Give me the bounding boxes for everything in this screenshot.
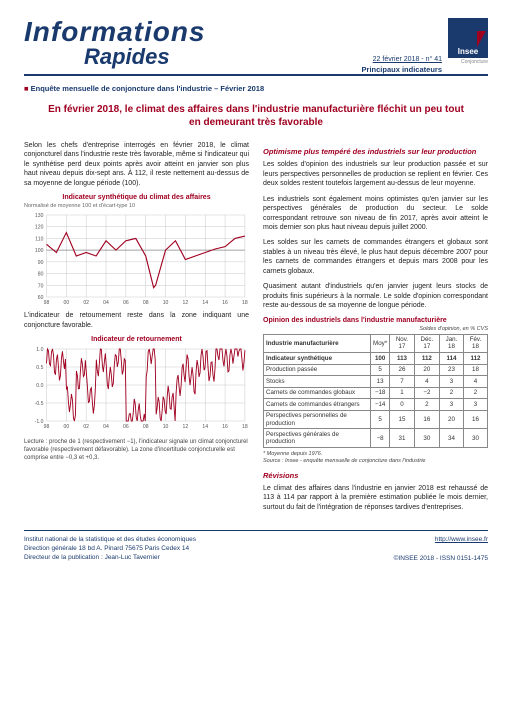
table-row: Carnets de commandes globaux−181−222 <box>264 387 488 398</box>
svg-text:06: 06 <box>123 300 129 306</box>
sec1-p4: Quasiment autant d'industriels qu'en jan… <box>263 282 488 310</box>
svg-text:06: 06 <box>123 424 129 430</box>
svg-text:1.0: 1.0 <box>36 347 43 353</box>
svg-text:04: 04 <box>103 424 109 430</box>
table-title: Opinion des industriels dans l'industrie… <box>263 317 488 324</box>
survey-line: Enquête mensuelle de conjoncture dans l'… <box>24 84 488 93</box>
table-footnote-2: Source : Insee - enquête mensuelle de co… <box>263 458 488 465</box>
svg-text:18: 18 <box>242 424 248 430</box>
svg-text:00: 00 <box>63 300 69 306</box>
svg-text:10: 10 <box>163 300 169 306</box>
footer: Institut national de la statistique et d… <box>24 530 488 563</box>
svg-text:16: 16 <box>222 300 228 306</box>
table-row: Perspectives personnelles de production5… <box>264 410 488 429</box>
left-para-1: Selon les chefs d'entreprise interrogés … <box>24 141 249 188</box>
insee-logo-icon: Insee <box>448 18 488 58</box>
chart2-title: Indicateur de retournement <box>24 336 249 343</box>
svg-text:16: 16 <box>222 424 228 430</box>
svg-text:-0.5: -0.5 <box>35 401 44 407</box>
table-footnote-1: * Moyenne depuis 1976. <box>263 451 488 458</box>
sec1-title: Optimisme plus tempéré des industriels s… <box>263 147 488 156</box>
issue-date: 22 février 2018 - n° 41 <box>362 56 442 63</box>
chart1-title: Indicateur synthétique du climat des aff… <box>24 194 249 201</box>
footer-director: Directeur de la publication : Jean-Luc T… <box>24 553 196 562</box>
table-row: Indicateur synthétique100113112114112 <box>264 353 488 364</box>
svg-text:14: 14 <box>202 300 208 306</box>
header-right: 22 février 2018 - n° 41 Principaux indic… <box>362 18 488 74</box>
chart2-note: Lecture : proche de 1 (respectivement −1… <box>24 439 249 462</box>
svg-text:0.0: 0.0 <box>36 383 43 389</box>
right-column: Optimisme plus tempéré des industriels s… <box>263 141 488 518</box>
svg-text:70: 70 <box>38 284 44 290</box>
table-row: Stocks137434 <box>264 376 488 387</box>
table-row: Production passée526202318 <box>264 364 488 375</box>
svg-text:80: 80 <box>38 272 44 278</box>
svg-text:12: 12 <box>183 424 189 430</box>
svg-text:10: 10 <box>163 424 169 430</box>
chart1-subtitle: Normalisé de moyenne 100 et d'écart-type… <box>24 203 249 209</box>
table-row: Perspectives générales de production−831… <box>264 429 488 448</box>
sec1-p3: Les soldes sur les carnets de commandes … <box>263 238 488 276</box>
svg-text:110: 110 <box>35 237 43 243</box>
left-para-2: L'indicateur de retournement reste dans … <box>24 311 249 330</box>
svg-text:100: 100 <box>35 248 44 254</box>
svg-text:-1.0: -1.0 <box>35 419 44 425</box>
svg-text:14: 14 <box>202 424 208 430</box>
svg-text:18: 18 <box>242 300 248 306</box>
svg-text:08: 08 <box>143 300 149 306</box>
footer-url[interactable]: http://www.insee.fr <box>435 536 488 543</box>
svg-text:00: 00 <box>63 424 69 430</box>
svg-text:08: 08 <box>143 424 149 430</box>
headline: En février 2018, le climat des affaires … <box>44 103 468 129</box>
svg-text:02: 02 <box>83 424 89 430</box>
svg-text:120: 120 <box>35 225 44 231</box>
chart2: -1.0 -0.5 0.0 0.5 1.0 98 00 02 04 06 08 10 12 14 16 18 <box>24 345 249 435</box>
sec2-title: Révisions <box>263 471 488 480</box>
svg-text:90: 90 <box>38 260 44 266</box>
header: Informations Rapides 22 février 2018 - n… <box>24 18 488 76</box>
footer-copyright: ©INSEE 2018 - ISSN 0151-1475 <box>394 554 488 563</box>
svg-text:12: 12 <box>183 300 189 306</box>
indicators-label: Principaux indicateurs <box>362 65 442 74</box>
svg-text:98: 98 <box>44 300 50 306</box>
footer-addr: Direction générale 18 bd A. Pinard 75675… <box>24 544 196 553</box>
logo-subtext: Conjoncture <box>448 59 488 65</box>
logo-block: Insee Conjoncture <box>448 18 488 65</box>
sec1-p2: Les industriels sont également moins opt… <box>263 195 488 233</box>
svg-text:0.5: 0.5 <box>36 365 43 371</box>
sec1-p1: Les soldes d'opinion des industriels sur… <box>263 160 488 188</box>
svg-text:98: 98 <box>44 424 50 430</box>
svg-text:02: 02 <box>83 300 89 306</box>
left-column: Selon les chefs d'entreprise interrogés … <box>24 141 249 518</box>
svg-text:04: 04 <box>103 300 109 306</box>
table-row: Carnets de commandes étrangers−140233 <box>264 399 488 410</box>
chart1: 6070809010011012013098000204060810121416… <box>24 211 249 311</box>
opinion-table: Industrie manufacturièreMoy*Nov. 17Déc. … <box>263 334 488 449</box>
footer-inst: Institut national de la statistique et d… <box>24 535 196 544</box>
svg-text:130: 130 <box>35 213 44 219</box>
table-caption: Soldes d'opinion, en % CVS <box>263 326 488 332</box>
sec2-p1: Le climat des affaires dans l'industrie … <box>263 484 488 512</box>
